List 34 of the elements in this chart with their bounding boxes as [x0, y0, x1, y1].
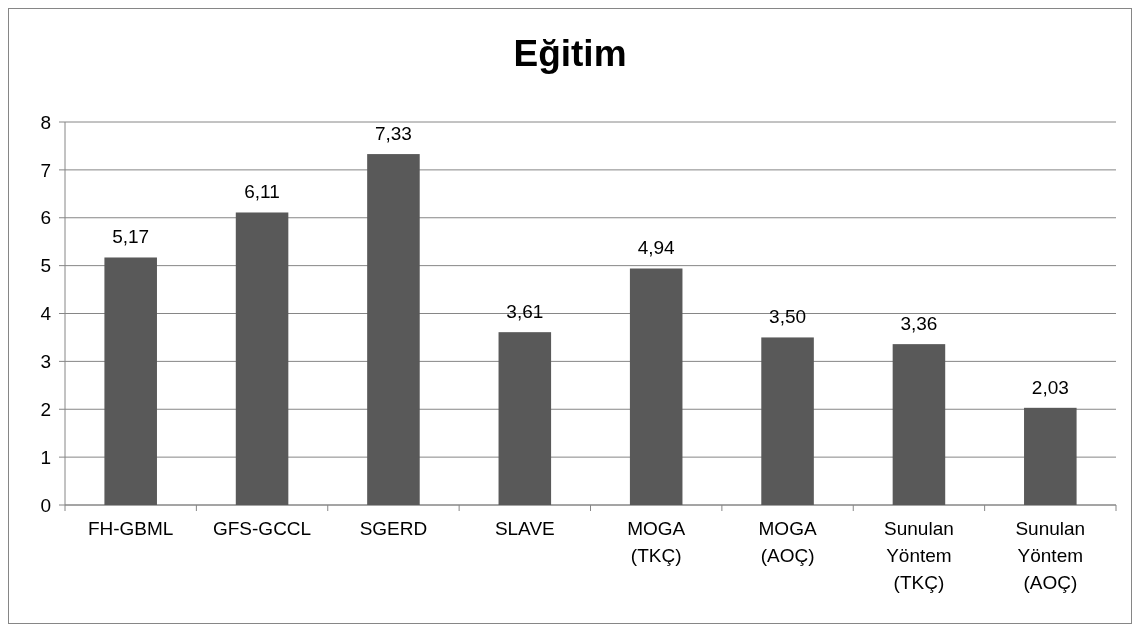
y-tick-label: 5 [40, 255, 51, 277]
chart-title: Eğitim [513, 33, 627, 74]
y-tick-label: 4 [40, 303, 52, 325]
data-label: 3,61 [506, 301, 544, 323]
y-tick-label: 3 [40, 351, 51, 373]
y-tick-label: 6 [40, 207, 51, 229]
x-tick-label: MOGA (TKÇ) [627, 518, 686, 566]
data-label: 3,36 [900, 313, 938, 335]
y-tick-label: 0 [40, 494, 51, 516]
y-tick-label: 7 [40, 159, 51, 181]
x-tick-label: Sunulan Yöntem (AOÇ) [1015, 518, 1086, 593]
x-tick-label: FH-GBML [87, 518, 174, 539]
x-tick-label: SGERD [359, 518, 428, 539]
x-tick-label: Sunulan Yöntem (TKÇ) [884, 518, 954, 593]
data-label: 3,50 [769, 306, 807, 328]
y-tick-label: 2 [40, 398, 51, 420]
bar [104, 257, 157, 505]
bar [498, 332, 552, 505]
data-label: 2,03 [1031, 376, 1069, 398]
x-tick-label: GFS-GCCL [212, 518, 312, 539]
y-tick-label: 1 [40, 446, 51, 468]
data-label: 7,33 [374, 123, 412, 145]
x-tick-label: SLAVE [494, 518, 555, 539]
x-tick-label: MOGA (AOÇ) [758, 518, 817, 566]
data-label: 5,17 [112, 226, 150, 248]
data-label: 6,11 [244, 181, 280, 203]
data-label: 4,94 [637, 237, 676, 259]
y-tick-label: 8 [40, 111, 51, 133]
bar [892, 344, 946, 505]
bar [761, 337, 814, 505]
bar [367, 154, 420, 505]
bar [629, 268, 683, 505]
bar [235, 212, 289, 505]
bar [1024, 407, 1077, 505]
